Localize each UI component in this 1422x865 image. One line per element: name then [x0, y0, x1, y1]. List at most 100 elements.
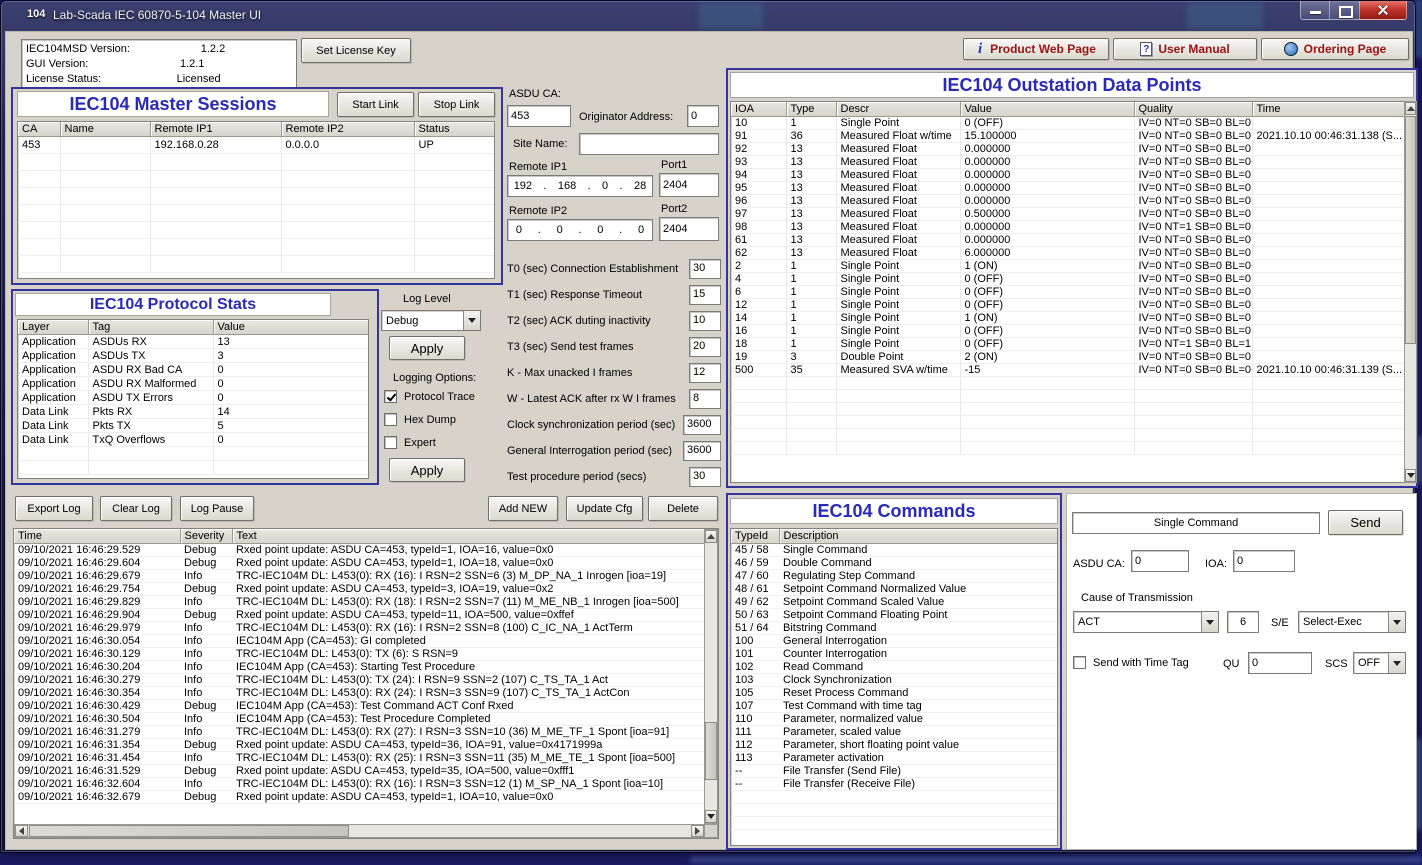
k-input[interactable]: 12: [689, 363, 721, 383]
table-row[interactable]: 105 Reset Process Command: [731, 686, 1057, 700]
table-row[interactable]: 92 13 Measured Float 0.000000 IV=0 NT=0 SB=0…: [731, 142, 1405, 156]
column-header[interactable]: TypeId: [731, 529, 780, 544]
table-row[interactable]: 61 13 Measured Float 0.000000 IV=0 NT=0 SB=0…: [731, 233, 1405, 247]
log-level-select[interactable]: Debug: [381, 310, 481, 331]
product-web-page-button[interactable]: i Product Web Page: [963, 38, 1109, 60]
selected-command-box[interactable]: Single Command: [1072, 512, 1320, 534]
table-row[interactable]: 113 Parameter activation: [731, 751, 1057, 765]
table-row[interactable]: 112 Parameter, short floating point value: [731, 738, 1057, 752]
scroll-left-button[interactable]: [15, 825, 28, 837]
table-row[interactable]: 91 36 Measured Float w/time 15.100000 IV=0 N…: [731, 129, 1405, 143]
qu-input[interactable]: [1248, 652, 1312, 674]
ip-octet[interactable]: 192: [513, 180, 533, 192]
log-vertical-scrollbar[interactable]: [704, 529, 718, 824]
table-row[interactable]: 09/10/2021 16:46:30.429 Debug IEC104M App …: [14, 699, 705, 713]
table-row[interactable]: 18 1 Single Point 0 (OFF) IV=0 NT=1 SB=0 BL=…: [731, 337, 1405, 351]
gi-period-input[interactable]: 3600: [683, 441, 721, 461]
table-row[interactable]: Application ASDUs TX 3: [18, 348, 368, 363]
table-row[interactable]: 110 Parameter, normalized value: [731, 712, 1057, 726]
column-header[interactable]: Description: [779, 529, 1057, 544]
column-header[interactable]: CA: [18, 122, 61, 137]
column-header[interactable]: Status: [414, 122, 494, 137]
table-row[interactable]: 09/10/2021 16:46:31.354 Debug Rxed point u…: [14, 738, 705, 752]
t1-input[interactable]: 15: [689, 285, 721, 305]
column-header[interactable]: Remote IP1: [150, 122, 282, 137]
originator-address-input[interactable]: [687, 105, 719, 127]
column-header[interactable]: Remote IP2: [281, 122, 415, 137]
table-row[interactable]: 09/10/2021 16:46:29.829 Info TRC-IEC104M D…: [14, 595, 705, 609]
port1-input[interactable]: [659, 173, 719, 197]
scroll-up-button[interactable]: [705, 530, 717, 543]
table-row[interactable]: 09/10/2021 16:46:29.904 Debug Rxed point u…: [14, 608, 705, 622]
chevron-down-icon[interactable]: [1388, 653, 1405, 673]
clock-sync-period-input[interactable]: 3600: [683, 415, 721, 435]
table-row[interactable]: 51 / 64 Bitstring Command: [731, 621, 1057, 635]
add-new-button[interactable]: Add NEW: [488, 496, 558, 521]
table-row[interactable]: 62 13 Measured Float 6.000000 IV=0 NT=0 SB=0…: [731, 246, 1405, 260]
ip-octet[interactable]: 168: [557, 180, 577, 192]
ip-octet[interactable]: 0: [515, 224, 522, 236]
chevron-down-icon[interactable]: [1201, 612, 1218, 632]
table-row[interactable]: 14 1 Single Point 1 (ON) IV=0 NT=0 SB=0 BL=0: [731, 311, 1405, 325]
update-cfg-button[interactable]: Update Cfg: [566, 496, 643, 521]
table-row[interactable]: 100 General Interrogation: [731, 634, 1057, 648]
column-header[interactable]: Name: [60, 122, 151, 137]
column-header[interactable]: Descr: [836, 102, 961, 117]
table-row[interactable]: Application ASDU TX Errors 0: [18, 390, 368, 405]
table-row[interactable]: 46 / 59 Double Command: [731, 556, 1057, 570]
ip-octet[interactable]: 0: [556, 224, 563, 236]
table-row[interactable]: 2 1 Single Point 1 (ON) IV=0 NT=0 SB=0 BL=0: [731, 259, 1405, 273]
cause-of-transmission-select[interactable]: ACT: [1073, 611, 1219, 633]
ip-octet[interactable]: 0: [637, 224, 645, 236]
user-manual-button[interactable]: ? User Manual: [1113, 38, 1257, 60]
table-row[interactable]: 09/10/2021 16:46:30.054 Info IEC104M App (…: [14, 634, 705, 648]
scroll-down-button[interactable]: [705, 810, 717, 823]
log-level-apply-button[interactable]: Apply: [389, 336, 465, 360]
column-header[interactable]: Layer: [18, 320, 89, 335]
start-link-button[interactable]: Start Link: [337, 92, 414, 117]
table-row[interactable]: 102 Read Command: [731, 660, 1057, 674]
table-row[interactable]: 97 13 Measured Float 0.500000 IV=0 NT=0 SB=0…: [731, 207, 1405, 221]
scs-select[interactable]: OFF: [1353, 652, 1406, 674]
table-row[interactable]: 09/10/2021 16:46:30.504 Info IEC104M App (…: [14, 712, 705, 726]
clear-log-button[interactable]: Clear Log: [100, 496, 172, 521]
table-row[interactable]: 09/10/2021 16:46:30.129 Info TRC-IEC104M D…: [14, 647, 705, 661]
test-period-input[interactable]: 30: [689, 467, 721, 487]
table-row[interactable]: 09/10/2021 16:46:30.204 Info IEC104M App (…: [14, 660, 705, 674]
protocol-trace-checkbox[interactable]: [384, 390, 397, 403]
table-row[interactable]: 09/10/2021 16:46:32.604 Info TRC-IEC104M D…: [14, 777, 705, 791]
datapoints-scrollbar[interactable]: [1404, 101, 1417, 483]
table-row[interactable]: Application ASDUs RX 13: [18, 334, 368, 349]
chevron-down-icon[interactable]: [463, 311, 480, 330]
table-row[interactable]: 47 / 60 Regulating Step Command: [731, 569, 1057, 583]
table-row[interactable]: 4 1 Single Point 0 (OFF) IV=0 NT=0 SB=0 BL=0: [731, 272, 1405, 286]
column-header[interactable]: Text: [232, 529, 705, 544]
maximize-button[interactable]: [1330, 1, 1359, 20]
table-row[interactable]: 09/10/2021 16:46:31.529 Debug Rxed point u…: [14, 764, 705, 778]
t0-input[interactable]: 30: [689, 259, 721, 279]
table-row[interactable]: 09/10/2021 16:46:29.604 Debug Rxed point u…: [14, 556, 705, 570]
table-row[interactable]: Data Link Pkts TX 5: [18, 418, 368, 433]
delete-button[interactable]: Delete: [648, 496, 718, 521]
column-header[interactable]: Tag: [88, 320, 214, 335]
titlebar[interactable]: 104 Lab-Scada IEC 60870-5-104 Master UI: [1, 1, 1415, 31]
table-row[interactable]: 95 13 Measured Float 0.000000 IV=0 NT=0 SB=0…: [731, 181, 1405, 195]
log-table[interactable]: Time Severity Text 09/10/2021 16:46:29.529…: [14, 529, 705, 824]
chevron-down-icon[interactable]: [1388, 612, 1405, 632]
sessions-table[interactable]: CA Name Remote IP1 Remote IP2 Status 453 192.…: [17, 121, 495, 279]
cot-number-input[interactable]: [1227, 611, 1259, 633]
table-row[interactable]: 93 13 Measured Float 0.000000 IV=0 NT=0 SB=0…: [731, 155, 1405, 169]
port2-input[interactable]: [659, 217, 719, 241]
send-button[interactable]: Send: [1328, 510, 1403, 535]
table-row[interactable]: 09/10/2021 16:46:29.979 Info TRC-IEC104M D…: [14, 621, 705, 635]
column-header[interactable]: Type: [786, 102, 837, 117]
table-row[interactable]: 10 1 Single Point 0 (OFF) IV=0 NT=0 SB=0 BL=…: [731, 116, 1405, 130]
table-row[interactable]: 103 Clock Synchronization: [731, 673, 1057, 687]
stop-link-button[interactable]: Stop Link: [418, 92, 495, 117]
table-row[interactable]: 09/10/2021 16:46:29.529 Debug Rxed point u…: [14, 543, 705, 557]
asdu-ca-input[interactable]: [507, 105, 571, 127]
t2-input[interactable]: 10: [689, 311, 721, 331]
send-with-time-tag-checkbox[interactable]: [1073, 656, 1086, 669]
scroll-up-button[interactable]: [1405, 102, 1416, 115]
table-row[interactable]: Application ASDU RX Bad CA 0: [18, 362, 368, 377]
